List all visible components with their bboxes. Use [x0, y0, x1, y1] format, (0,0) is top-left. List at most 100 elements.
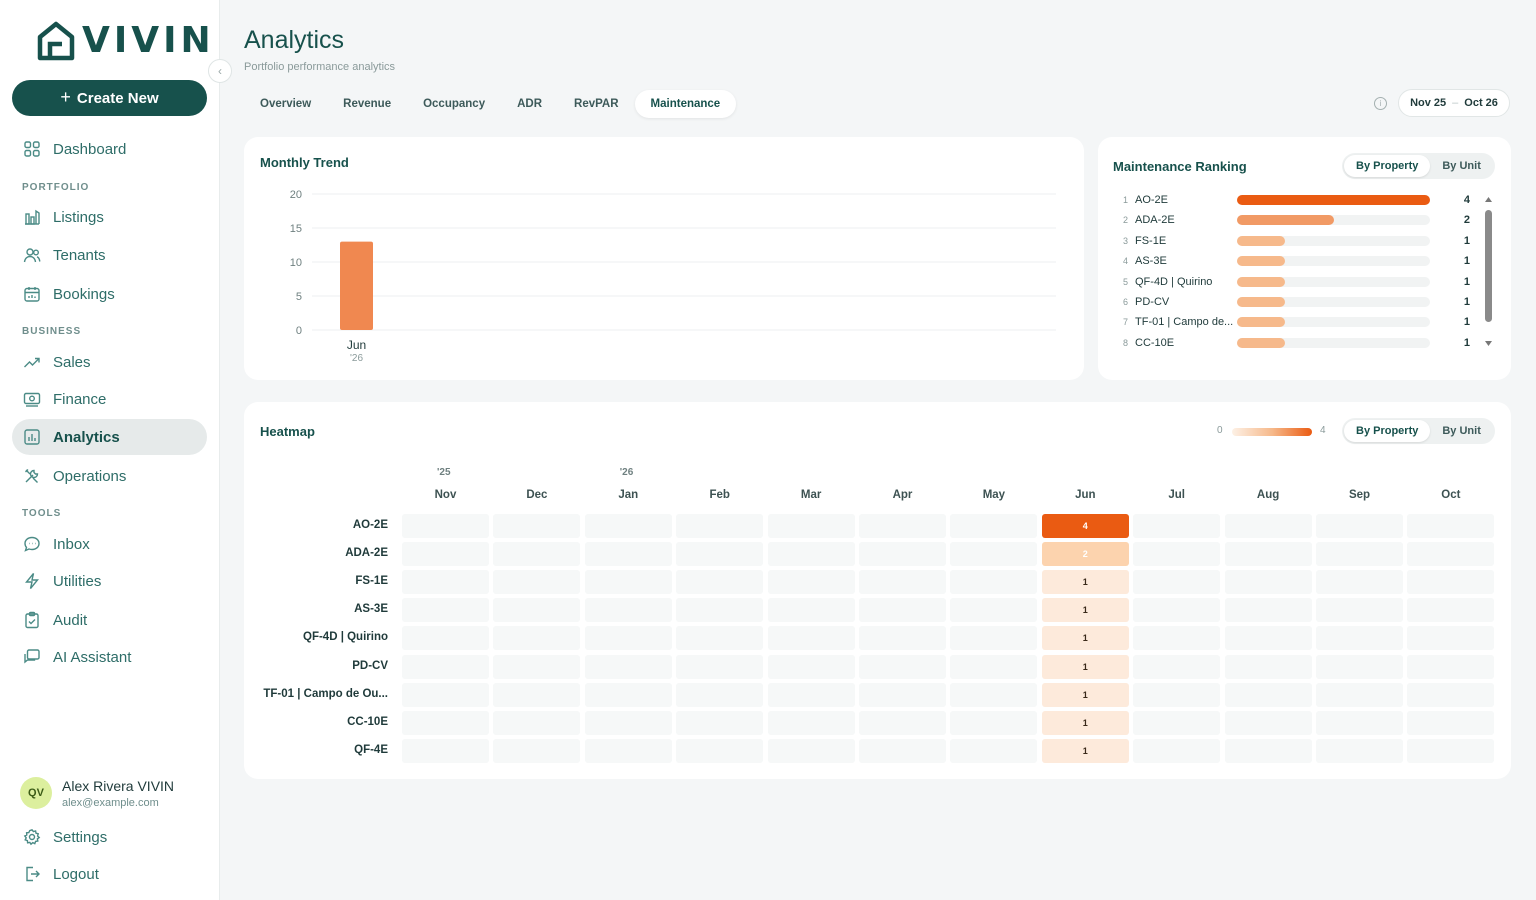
- heatmap-by-unit-button[interactable]: By Unit: [1442, 425, 1481, 437]
- heatmap-cell[interactable]: [1407, 514, 1495, 538]
- heatmap-cell[interactable]: [1316, 626, 1403, 651]
- heatmap-cell[interactable]: [1224, 682, 1312, 707]
- heatmap-cell[interactable]: [767, 738, 855, 763]
- heatmap-cell[interactable]: [1316, 654, 1403, 679]
- sidebar-item-ai-assistant[interactable]: AI Assistant: [12, 639, 207, 675]
- heatmap-cell[interactable]: [859, 570, 946, 595]
- heatmap-cell[interactable]: [493, 598, 581, 623]
- sidebar-item-audit[interactable]: Audit: [12, 602, 207, 638]
- heatmap-cell[interactable]: [402, 570, 489, 595]
- heatmap-cell[interactable]: [859, 738, 946, 763]
- ranking-row[interactable]: 3 FS-1E 1: [1120, 233, 1480, 249]
- heatmap-cell[interactable]: 1: [1041, 682, 1129, 707]
- heatmap-cell[interactable]: 1: [1041, 738, 1129, 763]
- heatmap-cell[interactable]: [402, 514, 489, 538]
- heatmap-cell[interactable]: 1: [1041, 710, 1129, 735]
- ranking-by-property-button[interactable]: By Property: [1344, 155, 1431, 177]
- heatmap-cell[interactable]: [1133, 514, 1221, 538]
- heatmap-cell[interactable]: 1: [1041, 626, 1129, 651]
- heatmap-cell[interactable]: [1224, 626, 1312, 651]
- heatmap-cell[interactable]: [676, 598, 764, 623]
- sidebar-item-tenants[interactable]: Tenants: [12, 237, 207, 273]
- sidebar-item-finance[interactable]: Finance: [12, 381, 207, 417]
- heatmap-cell[interactable]: [676, 682, 764, 707]
- heatmap-cell[interactable]: [1316, 682, 1403, 707]
- sidebar-item-sales[interactable]: Sales: [12, 344, 207, 380]
- heatmap-cell[interactable]: [1407, 710, 1495, 735]
- heatmap-cell[interactable]: [676, 738, 764, 763]
- heatmap-cell[interactable]: [767, 514, 855, 538]
- heatmap-cell[interactable]: [859, 654, 946, 679]
- heatmap-cell[interactable]: [584, 710, 672, 735]
- heatmap-cell[interactable]: [1316, 710, 1403, 735]
- heatmap-cell[interactable]: [584, 654, 672, 679]
- heatmap-cell[interactable]: [1133, 626, 1221, 651]
- heatmap-cell[interactable]: [1224, 654, 1312, 679]
- heatmap-cell[interactable]: [1316, 570, 1403, 595]
- bar-jun[interactable]: [340, 241, 373, 330]
- logo[interactable]: VIVIN: [36, 20, 215, 62]
- heatmap-cell[interactable]: [493, 570, 581, 595]
- heatmap-cell[interactable]: [676, 710, 764, 735]
- date-range-picker[interactable]: Nov 25 – Oct 26: [1398, 89, 1510, 117]
- heatmap-cell[interactable]: [767, 542, 855, 567]
- ranking-row[interactable]: 6 PD-CV 1: [1120, 294, 1480, 310]
- heatmap-cell[interactable]: [1133, 542, 1221, 567]
- heatmap-cell[interactable]: [1407, 654, 1495, 679]
- heatmap-cell[interactable]: [676, 514, 764, 538]
- heatmap-cell[interactable]: [950, 542, 1038, 567]
- heatmap-cell[interactable]: [1407, 626, 1495, 651]
- ranking-row[interactable]: 2 ADA-2E 2: [1120, 212, 1480, 228]
- heatmap-cell[interactable]: [676, 542, 764, 567]
- sidebar-item-operations[interactable]: Operations: [12, 458, 207, 494]
- heatmap-cell[interactable]: [950, 682, 1038, 707]
- heatmap-cell[interactable]: [950, 626, 1038, 651]
- heatmap-cell[interactable]: [402, 738, 489, 763]
- heatmap-cell[interactable]: [1133, 682, 1221, 707]
- heatmap-cell[interactable]: [584, 598, 672, 623]
- ranking-by-unit-button[interactable]: By Unit: [1442, 160, 1481, 172]
- sidebar-item-listings[interactable]: Listings: [12, 199, 207, 235]
- tab-overview[interactable]: Overview: [260, 98, 312, 110]
- heatmap-cell[interactable]: [859, 514, 946, 538]
- heatmap-cell[interactable]: [676, 626, 764, 651]
- heatmap-cell[interactable]: [402, 682, 489, 707]
- ranking-scrollbar-thumb[interactable]: [1485, 210, 1492, 322]
- heatmap-cell[interactable]: [950, 514, 1038, 538]
- sidebar-item-analytics[interactable]: Analytics: [12, 419, 207, 455]
- heatmap-cell[interactable]: [1224, 514, 1312, 538]
- scroll-up-icon[interactable]: [1484, 196, 1493, 203]
- heatmap-cell[interactable]: [1224, 710, 1312, 735]
- heatmap-cell[interactable]: [493, 542, 581, 567]
- ranking-row[interactable]: 4 AS-3E 1: [1120, 253, 1480, 269]
- heatmap-cell[interactable]: [1224, 598, 1312, 623]
- heatmap-cell[interactable]: [950, 570, 1038, 595]
- heatmap-cell[interactable]: 1: [1041, 570, 1129, 595]
- user-profile[interactable]: QV Alex Rivera VIVIN alex@example.com: [20, 777, 174, 809]
- heatmap-cell[interactable]: [950, 738, 1038, 763]
- heatmap-cell[interactable]: [767, 654, 855, 679]
- heatmap-cell[interactable]: [493, 682, 581, 707]
- heatmap-cell[interactable]: [859, 598, 946, 623]
- heatmap-cell[interactable]: [950, 654, 1038, 679]
- heatmap-cell[interactable]: [1316, 738, 1403, 763]
- heatmap-cell[interactable]: [767, 710, 855, 735]
- heatmap-cell[interactable]: [402, 598, 489, 623]
- heatmap-cell[interactable]: [767, 682, 855, 707]
- heatmap-cell[interactable]: [1316, 598, 1403, 623]
- heatmap-cell[interactable]: [1407, 682, 1495, 707]
- heatmap-cell[interactable]: [1316, 542, 1403, 567]
- heatmap-cell[interactable]: [676, 654, 764, 679]
- heatmap-cell[interactable]: [859, 626, 946, 651]
- heatmap-cell[interactable]: [584, 626, 672, 651]
- ranking-row[interactable]: 7 TF-01 | Campo de... 1: [1120, 314, 1480, 330]
- sidebar-item-inbox[interactable]: Inbox: [12, 526, 207, 562]
- heatmap-cell[interactable]: [402, 626, 489, 651]
- heatmap-cell[interactable]: [859, 710, 946, 735]
- sidebar-item-logout[interactable]: Logout: [12, 856, 207, 892]
- heatmap-cell[interactable]: [859, 682, 946, 707]
- heatmap-cell[interactable]: [402, 654, 489, 679]
- heatmap-cell[interactable]: [767, 598, 855, 623]
- ranking-row[interactable]: 8 CC-10E 1: [1120, 335, 1480, 351]
- ranking-row[interactable]: 5 QF-4D | Quirino 1: [1120, 274, 1480, 290]
